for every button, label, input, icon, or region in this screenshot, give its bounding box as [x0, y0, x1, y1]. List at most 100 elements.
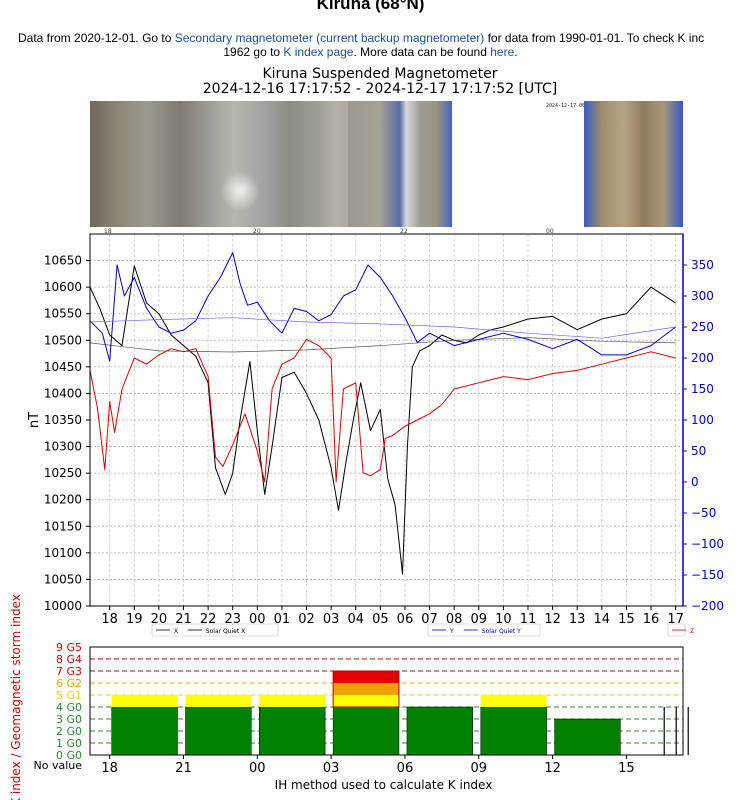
- y-tick-label: 10350: [44, 413, 82, 427]
- k-plot-frame: [89, 646, 684, 756]
- figure-title-line: Kiruna Suspended Magnetometer: [262, 66, 498, 82]
- x-tick-label: 15: [618, 612, 635, 627]
- k-level-label: No value: [33, 759, 82, 772]
- intro-text-2c: .: [514, 45, 518, 59]
- y2-tick-label: 100: [691, 413, 714, 427]
- y2-tick-label: 200: [691, 351, 714, 365]
- k-bar: [332, 706, 400, 756]
- allsky-tick: 00: [546, 228, 554, 233]
- k-bar-storm-segment: [333, 695, 399, 707]
- k-bar-storm-segment: [185, 695, 252, 707]
- series-line: [89, 338, 676, 483]
- k-bar: [111, 706, 178, 756]
- k-x-tick-label: 12: [544, 761, 561, 776]
- legend-box: [427, 623, 541, 637]
- k-x-tick-label: 18: [101, 761, 118, 776]
- station-title: Kiruna (68°N): [316, 0, 425, 13]
- y2-tick-label: 250: [691, 320, 714, 334]
- x-tick-label: 08: [446, 612, 463, 627]
- y2-tick-label: 50: [691, 444, 706, 458]
- y-tick-label: 10200: [44, 493, 82, 507]
- y-tick-label: 10500: [44, 333, 82, 347]
- k-level-label: 6 G2: [56, 677, 82, 690]
- more-data-link[interactable]: here: [490, 45, 515, 59]
- legend-entry: Solar Quiet Y: [482, 628, 521, 635]
- k-level-label: 1 G0: [56, 737, 82, 750]
- y-tick-label: 10650: [44, 254, 82, 268]
- intro-text-1b: for data from 1990-01-01. To check K inc: [484, 31, 705, 45]
- k-level-label: 5 G1: [56, 689, 82, 702]
- k-level-label: 0 G0: [56, 749, 82, 762]
- legend-entry: X: [174, 628, 178, 635]
- legend-entry: Solar Quiet X: [206, 628, 245, 635]
- k-bar: [480, 706, 547, 756]
- k-x-axis-label: IH method used to calculate K index: [275, 778, 493, 792]
- x-tick-label: 12: [544, 612, 561, 627]
- x-tick-label: 10: [495, 612, 512, 627]
- k-x-tick-label: 00: [249, 761, 266, 776]
- k-level-label: 3 G0: [56, 713, 82, 726]
- k-bar: [185, 706, 252, 756]
- k-bar-storm-segment: [333, 671, 399, 683]
- y-tick-label: 10550: [44, 307, 82, 321]
- x-tick-label: 23: [224, 612, 241, 627]
- x-tick-label: 03: [323, 612, 340, 627]
- x-tick-label: 19: [126, 612, 143, 627]
- allsky-keogram-strip: 2024-12-17 00:54:15 -7 18 20 22 00: [90, 101, 683, 233]
- allsky-tick: 20: [253, 228, 261, 233]
- secondary-magnetometer-link[interactable]: Secondary magnetometer (current backup m…: [174, 31, 485, 45]
- k-level-label: 8 G4: [56, 653, 82, 666]
- x-tick-label: 06: [397, 612, 414, 627]
- k-x-tick-label: 21: [175, 761, 192, 776]
- k-bar: [554, 718, 621, 756]
- x-tick-label: 20: [151, 612, 168, 627]
- y-tick-label: 10450: [44, 360, 82, 374]
- k-bar-storm-segment: [259, 695, 326, 707]
- y2-tick-label: 300: [691, 289, 714, 303]
- y-axis-label: nT: [27, 412, 42, 428]
- k-x-tick-label: 06: [397, 761, 414, 776]
- k-x-tick-label: 15: [618, 761, 635, 776]
- y-tick-label: 10000: [44, 599, 82, 613]
- intro-text-1a: Data from 2020-12-01. Go to: [18, 31, 175, 45]
- legend-entry: Y: [449, 628, 454, 635]
- k-bar-storm-segment: [333, 683, 399, 695]
- k-x-tick-label: 03: [323, 761, 340, 776]
- k-bar: [406, 706, 474, 756]
- x-tick-label: 17: [667, 612, 684, 627]
- series-line: [89, 252, 676, 362]
- y2-tick-label: −200: [691, 599, 724, 613]
- keogram-panel-blank: [452, 101, 584, 227]
- y-tick-label: 10600: [44, 280, 82, 294]
- k-x-tick-label: 09: [470, 761, 487, 776]
- y-tick-label: 10250: [44, 466, 82, 480]
- k-level-label: 2 G0: [56, 725, 82, 738]
- legend-box: [151, 623, 279, 637]
- y2-tick-label: 0: [691, 475, 699, 489]
- figure-subtitle-line: 2024-12-16 17:17:52 - 2024-12-17 17:17:5…: [202, 81, 558, 97]
- x-tick-label: 05: [372, 612, 389, 627]
- series-line: [89, 317, 676, 339]
- intro-text: Data from 2020-12-01. Go to Secondary ma…: [0, 31, 741, 59]
- k-y-axis-label: K index / Geomagnetic storm index: [9, 594, 23, 800]
- x-tick-label: 09: [470, 612, 487, 627]
- x-tick-label: 01: [274, 612, 291, 627]
- x-tick-label: 13: [569, 612, 586, 627]
- k-bar-outline: [332, 670, 400, 708]
- x-tick-label: 11: [520, 612, 537, 627]
- figure-title: Kiruna Suspended Magnetometer 2024-12-16…: [0, 67, 741, 97]
- allsky-tick: 22: [400, 228, 408, 233]
- x-tick-label: 02: [298, 612, 315, 627]
- allsky-tick: 18: [104, 228, 112, 233]
- k-index-page-link[interactable]: K index page: [283, 45, 354, 59]
- x-tick-label: 22: [200, 612, 217, 627]
- k-bar-storm-segment: [111, 695, 178, 707]
- x-tick-label: 00: [249, 612, 266, 627]
- k-level-label: 4 G0: [56, 701, 82, 714]
- y-tick-label: 10300: [44, 440, 82, 454]
- legend-entry: Z: [690, 628, 694, 635]
- y-tick-label: 10100: [44, 546, 82, 560]
- x-tick-label: 21: [175, 612, 192, 627]
- x-tick-label: 14: [594, 612, 611, 627]
